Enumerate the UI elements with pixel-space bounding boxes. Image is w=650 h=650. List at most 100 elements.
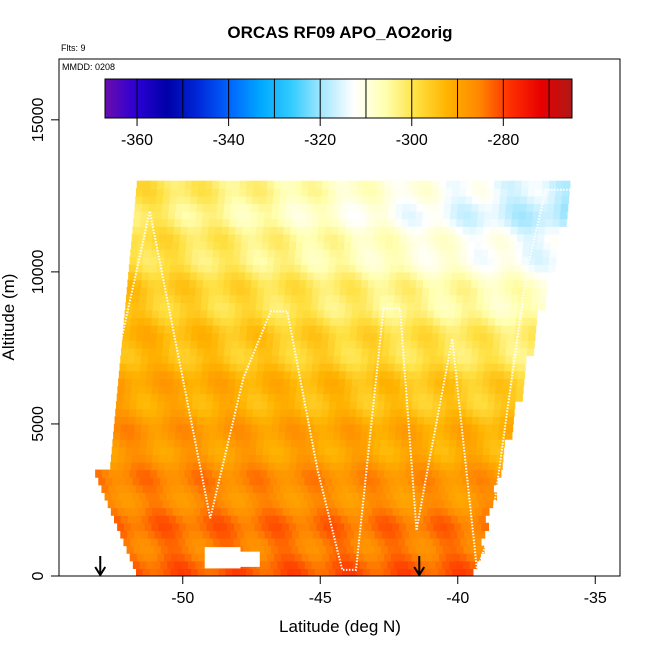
heatmap-cell <box>250 530 259 539</box>
heatmap-cell <box>153 226 161 235</box>
heatmap-cell <box>498 431 506 440</box>
heatmap-cell <box>353 287 362 296</box>
heatmap-cell <box>304 302 312 311</box>
heatmap-cell <box>167 560 175 569</box>
heatmap-cell <box>273 332 282 341</box>
heatmap-cell <box>461 385 469 395</box>
heatmap-cell <box>316 522 324 531</box>
heatmap-cell <box>244 347 253 357</box>
heatmap-cell <box>352 302 360 311</box>
heatmap-cell <box>537 233 545 243</box>
heatmap-cell <box>182 279 190 288</box>
heatmap-cell <box>186 507 194 516</box>
heatmap-cell <box>539 287 547 296</box>
heatmap-cell <box>432 325 440 334</box>
heatmap-cell <box>134 203 143 212</box>
heatmap-cell <box>373 294 381 303</box>
heatmap-cell <box>528 180 537 189</box>
heatmap-cell <box>345 378 353 387</box>
heatmap-cell <box>479 340 487 349</box>
heatmap-cell <box>301 469 309 478</box>
heatmap-cell <box>254 537 262 547</box>
heatmap-cell <box>358 507 366 516</box>
heatmap-cell <box>173 492 181 501</box>
heatmap-cell <box>401 545 410 554</box>
heatmap-cell <box>323 507 332 516</box>
heatmap-cell <box>475 454 483 463</box>
heatmap-cell <box>330 385 339 395</box>
heatmap-cell <box>285 203 294 212</box>
heatmap-cell <box>250 355 259 364</box>
heatmap-cell <box>136 180 145 189</box>
heatmap-cell <box>212 401 220 410</box>
heatmap-cell <box>203 203 211 212</box>
heatmap-cell <box>369 188 378 197</box>
heatmap-cell <box>240 522 249 531</box>
heatmap-cell <box>253 401 261 410</box>
heatmap-cell <box>164 537 173 547</box>
heatmap-cell <box>394 560 402 569</box>
heatmap-cell <box>137 461 146 471</box>
heatmap-cell <box>265 203 273 212</box>
heatmap-cell <box>433 309 442 319</box>
heatmap-cell <box>320 499 329 509</box>
heatmap-cell <box>334 416 343 425</box>
heatmap-cell <box>289 522 297 531</box>
heatmap-cell <box>255 454 263 463</box>
heatmap-cell <box>375 499 384 509</box>
heatmap-cell <box>228 477 237 486</box>
heatmap-cell <box>271 279 280 288</box>
heatmap-cell <box>287 256 296 265</box>
heatmap-cell <box>396 340 405 349</box>
heatmap-cell <box>387 218 395 227</box>
heatmap-cell <box>362 188 371 197</box>
heatmap-cell <box>495 385 504 395</box>
heatmap-cell <box>475 233 483 243</box>
heatmap-cell <box>183 416 191 425</box>
heatmap-cell <box>366 218 375 227</box>
heatmap-cell <box>315 256 323 265</box>
heatmap-cell <box>520 195 528 205</box>
heatmap-cell <box>309 317 317 326</box>
heatmap-cell <box>182 515 191 524</box>
heatmap-cell <box>510 370 519 379</box>
heatmap-cell <box>471 279 479 288</box>
heatmap-cell <box>439 401 447 410</box>
heatmap-cell <box>214 226 223 235</box>
heatmap-cell <box>344 454 353 463</box>
heatmap-cell <box>191 332 199 341</box>
heatmap-cell <box>164 553 172 562</box>
heatmap-cell <box>303 385 311 395</box>
heatmap-cell <box>468 378 477 387</box>
heatmap-cell <box>397 256 406 265</box>
heatmap-cell <box>380 560 388 569</box>
heatmap-cell <box>551 233 559 243</box>
heatmap-cell <box>271 211 279 220</box>
heatmap-cell <box>433 241 441 250</box>
heatmap-cell <box>300 264 309 273</box>
heatmap-cell <box>513 264 522 273</box>
heatmap-cell <box>117 507 126 516</box>
heatmap-cell <box>267 249 276 258</box>
heatmap-cell <box>205 469 213 478</box>
heatmap-cell <box>251 515 259 524</box>
heatmap-cell <box>226 180 234 189</box>
heatmap-cell <box>348 499 356 509</box>
heatmap-cell <box>447 507 456 516</box>
heatmap-cell <box>292 203 301 212</box>
heatmap-cell <box>449 363 458 372</box>
heatmap-cell <box>160 370 168 379</box>
heatmap-cell <box>187 302 195 311</box>
heatmap-cell <box>216 431 224 440</box>
heatmap-cell <box>281 317 290 326</box>
heatmap-cell <box>468 507 476 516</box>
heatmap-cell <box>472 499 480 509</box>
heatmap-cell <box>261 385 270 395</box>
heatmap-cell <box>487 393 496 402</box>
heatmap-cell <box>212 325 220 334</box>
heatmap-cell <box>392 241 400 250</box>
heatmap-cell <box>252 408 261 417</box>
heatmap-cell <box>264 279 273 288</box>
heatmap-cell <box>482 446 491 455</box>
heatmap-cell <box>420 492 429 501</box>
